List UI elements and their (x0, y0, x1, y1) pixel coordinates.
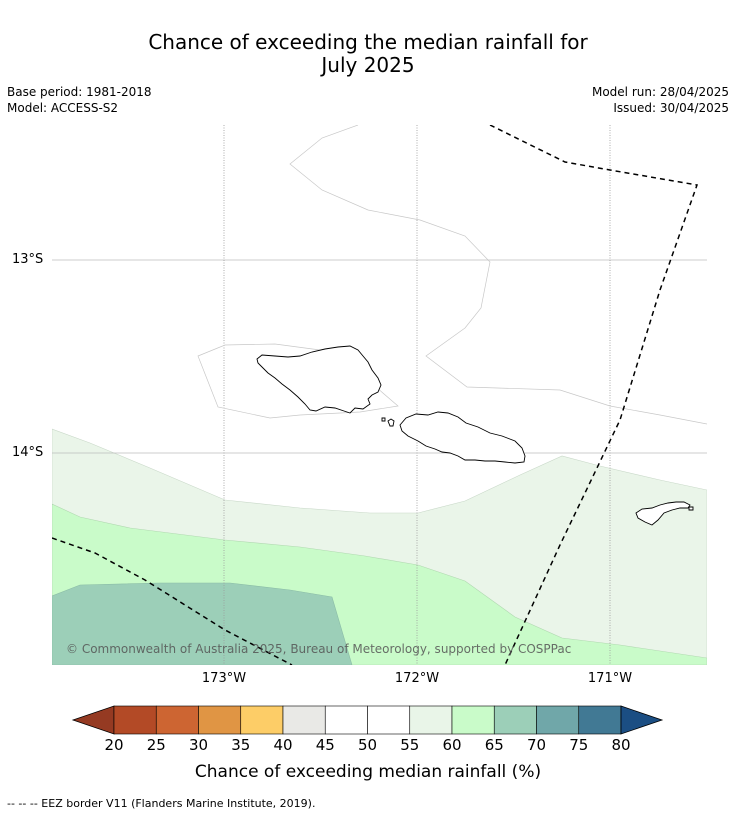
colorbar-tick-label: 50 (357, 736, 378, 754)
colorbar-under-arrow (71, 705, 115, 735)
island-apolima (381, 417, 386, 422)
island-aunuu (688, 506, 694, 511)
issued-date: Issued: 30/04/2025 (613, 101, 729, 115)
colorbar-tick-label: 30 (188, 736, 209, 754)
colorbar-segment (113, 705, 157, 735)
colorbar-segment (451, 705, 495, 735)
colorbar-tick-label: 40 (273, 736, 293, 754)
colorbar-segments (113, 705, 622, 735)
colorbar-tick-label: 60 (442, 736, 462, 754)
colorbar-segment (324, 705, 368, 735)
lon-label-171w: 171°W (587, 671, 633, 686)
lat-label-13s: 13°S (12, 252, 44, 267)
colorbar-segment (493, 705, 537, 735)
colorbar-tick-label: 35 (231, 736, 251, 754)
meta-left: Base period: 1981-2018 Model: ACCESS-S2 (7, 84, 152, 116)
colorbar-tick-label: 25 (146, 736, 166, 754)
colorbar-tick-label: 70 (526, 736, 547, 754)
colorbar-tick-label: 75 (569, 736, 589, 754)
lon-label-172w: 172°W (394, 671, 440, 686)
contour-outline (289, 125, 707, 425)
colorbar-segment (367, 705, 411, 735)
colorbar-tick-label: 55 (400, 736, 420, 754)
copyright-notice: © Commonwealth of Australia 2025, Bureau… (66, 642, 572, 656)
lon-label-173w: 173°W (201, 671, 247, 686)
colorbar-segment (409, 705, 453, 735)
meta-right: Model run: 28/04/2025 Issued: 30/04/2025 (592, 84, 729, 116)
title-line-2: July 2025 (321, 53, 415, 77)
model-name: Model: ACCESS-S2 (7, 101, 119, 115)
model-run: Model run: 28/04/2025 (591, 85, 729, 99)
colorbar-tick-label: 80 (611, 736, 631, 754)
island-tutuila (635, 501, 691, 526)
map-title: Chance of exceeding the median rainfall … (0, 31, 736, 77)
colorbar-segment (536, 705, 580, 735)
eez-border-east (489, 125, 699, 665)
island-upolu (399, 411, 526, 464)
colorbar-tick-label: 65 (484, 736, 504, 754)
island-savaii (256, 345, 382, 414)
eez-legend-footer: -- -- -- EEZ border V11 (Flanders Marine… (7, 797, 316, 810)
map-area (52, 125, 707, 665)
colorbar-label: Chance of exceeding median rainfall (%) (194, 762, 542, 782)
colorbar-segment (282, 705, 326, 735)
colorbar-tick-label: 20 (104, 736, 124, 754)
colorbar-tick-label: 45 (315, 736, 335, 754)
colorbar-segment (198, 705, 242, 735)
base-period: Base period: 1981-2018 (7, 85, 152, 99)
colorbar-segment (155, 705, 199, 735)
colorbar-segment (578, 705, 622, 735)
colorbar-segment (240, 705, 284, 735)
contour-outline-small (197, 343, 399, 419)
island-manono (387, 418, 395, 427)
title-line-1: Chance of exceeding the median rainfall … (148, 30, 588, 54)
colorbar (71, 705, 664, 735)
region-65-70 (52, 582, 353, 665)
lat-label-14s: 14°S (12, 445, 44, 460)
colorbar-over-arrow (620, 705, 664, 735)
eez-border-southwest (52, 537, 293, 665)
